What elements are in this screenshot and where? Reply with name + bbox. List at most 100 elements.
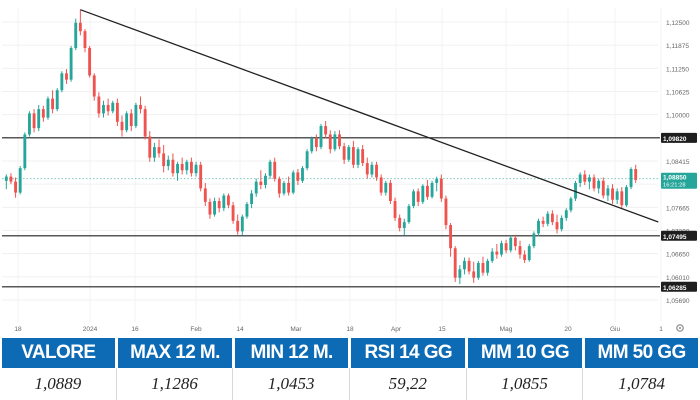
stat-column-max-12m: MAX 12 M. 1,1286 (117, 338, 234, 400)
candle-up (111, 102, 115, 112)
x-tick-label: 14 (236, 326, 244, 333)
candle-down (171, 159, 175, 174)
x-tick-label: Apr (391, 326, 402, 333)
candle-down (444, 198, 448, 226)
candle-up (213, 201, 216, 215)
candle-down (611, 188, 614, 200)
candle-up (546, 213, 550, 224)
candle-down (398, 217, 402, 229)
candle-down (65, 73, 68, 80)
stat-value: 1,0453 (233, 368, 350, 400)
candle-up (240, 216, 244, 232)
candle-up (532, 233, 536, 247)
level-price-tag (661, 132, 697, 143)
x-tick-label: 18 (14, 326, 22, 333)
candle-down (231, 205, 235, 221)
candle-down (541, 220, 545, 224)
candle-up (305, 151, 309, 169)
stat-column-mm-50: MM 50 GG 1,0784 (583, 338, 700, 400)
stat-column-mm-10: MM 10 GG 1,0855 (467, 338, 584, 400)
candle-down (162, 153, 166, 167)
candle-down (328, 134, 332, 150)
stat-value: 1,0855 (467, 368, 584, 400)
chart-grid (2, 8, 662, 322)
x-tick-label: 15 (438, 326, 446, 333)
candle-down (203, 188, 207, 202)
current-price-label: 1,08850 (663, 175, 687, 182)
settings-gear-icon[interactable] (676, 324, 684, 332)
candle-down (259, 181, 263, 186)
stat-value: 1,1286 (117, 368, 234, 400)
candle-down (157, 147, 161, 154)
stat-value: 59,22 (350, 368, 467, 400)
candle-up (527, 246, 531, 261)
candle-down (393, 201, 397, 218)
candle-down (518, 246, 522, 255)
candle-down (472, 271, 476, 278)
current-price-tag (661, 172, 697, 189)
level-price-label: 1,06285 (663, 285, 687, 292)
y-tick-label: 1,11250 (666, 66, 689, 73)
candle-up (486, 260, 490, 273)
candle-down (148, 136, 152, 158)
candle-down (208, 201, 212, 215)
stat-header: MM 10 GG (468, 338, 582, 368)
x-tick-label: Mag (500, 326, 513, 333)
candle-down (449, 225, 453, 249)
level-price-label: 1,07495 (663, 234, 687, 241)
candle-up (4, 176, 8, 181)
candle-down (504, 243, 508, 251)
candle-up (435, 178, 439, 183)
countdown-label: 16:21:28 (663, 183, 686, 189)
candle-up (301, 168, 304, 181)
y-tick-label: 1,11875 (666, 43, 689, 50)
candle-down (92, 75, 96, 97)
candles-group (4, 9, 638, 285)
candle-up (402, 222, 406, 229)
candle-up (578, 174, 582, 183)
candle-down (601, 180, 605, 196)
y-tick-label: 1,10625 (666, 90, 690, 97)
candle-up (264, 175, 267, 186)
candle-down (550, 213, 554, 223)
candle-up (564, 210, 568, 218)
y-tick-label: 1,08415 (666, 159, 690, 166)
y-tick-label: 1,12500 (666, 20, 690, 27)
y-tick-label: 1,07665 (666, 205, 690, 212)
candle-up (46, 98, 50, 118)
level-price-tag (661, 230, 697, 241)
candle-down (199, 164, 203, 189)
stat-column-valore: VALORE 1,0889 (0, 338, 117, 400)
candle-down (416, 191, 420, 202)
candle-up (194, 164, 198, 174)
eurusd-candlestick-chart[interactable]: 1,125001,118751,112501,106251,100001,093… (0, 0, 700, 338)
candle-up (333, 134, 337, 150)
candle-up (176, 163, 179, 174)
candle-down (388, 182, 392, 202)
candle-up (421, 185, 425, 202)
candle-down (227, 195, 230, 206)
level-price-tag (661, 281, 697, 292)
candle-up (597, 180, 601, 189)
stat-column-min-12m: MIN 12 M. 1,0453 (233, 338, 350, 400)
candle-down (115, 102, 119, 122)
candle-up (537, 220, 540, 234)
candle-up (291, 172, 295, 193)
candle-down (351, 147, 355, 165)
y-tick-label: 1,06010 (666, 275, 690, 282)
y-axis: 1,125001,118751,112501,106251,100001,093… (666, 20, 690, 305)
candle-down (495, 251, 499, 255)
candle-down (88, 48, 92, 76)
candle-up (254, 181, 258, 194)
candle-down (97, 96, 101, 114)
horizontal-level-lines (2, 137, 660, 288)
y-tick-label: 1,10000 (666, 113, 690, 120)
candle-down (453, 248, 457, 278)
candle-up (166, 159, 170, 167)
candle-up (574, 182, 577, 199)
candle-down (51, 98, 55, 110)
level-price-label: 1,09820 (663, 136, 687, 143)
candle-up (500, 243, 503, 255)
candle-up (250, 193, 254, 204)
candle-down (139, 104, 142, 110)
